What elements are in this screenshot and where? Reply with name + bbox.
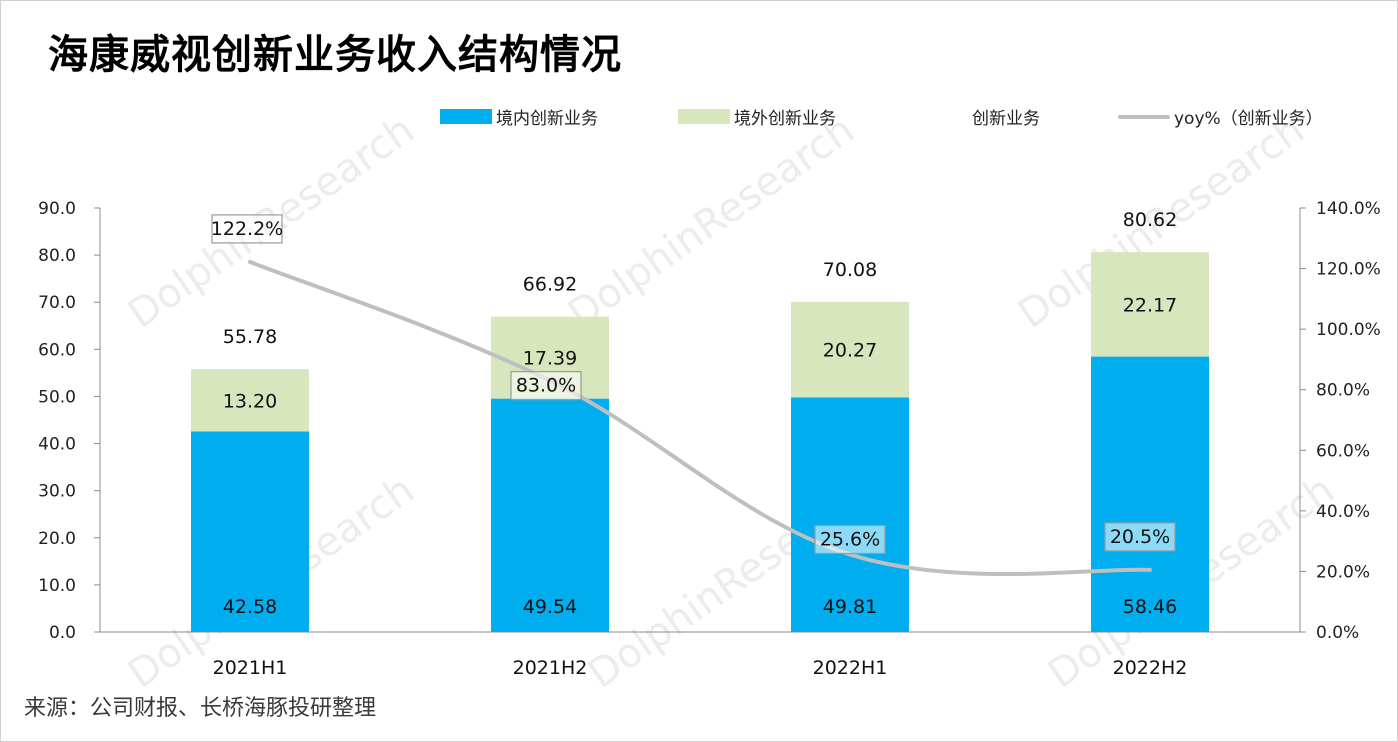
y-tick-label: 30.0 — [38, 482, 76, 502]
data-label-total: 55.78 — [223, 326, 277, 348]
yoy-label-box — [1104, 522, 1176, 552]
yoy-label: 83.0% — [516, 375, 576, 397]
y-tick-label: 20.0 — [38, 529, 76, 549]
data-label-domestic: 58.46 — [1123, 596, 1177, 618]
bar-domestic — [491, 398, 609, 632]
bar-domestic — [791, 397, 909, 632]
y2-tick-label: 80.0% — [1316, 381, 1370, 401]
source-note: 来源：公司财报、长桥海豚投研整理 — [24, 696, 377, 721]
y-tick-label: 50.0 — [38, 387, 76, 407]
legend-label-yoy: yoy%（创新业务） — [1174, 109, 1323, 129]
data-label-total: 66.92 — [523, 274, 577, 296]
y2-tick-label: 0.0% — [1316, 623, 1359, 643]
y2-tick-label: 40.0% — [1316, 502, 1370, 522]
yoy-label: 20.5% — [1110, 526, 1170, 548]
data-label-overseas: 22.17 — [1123, 294, 1177, 316]
data-label-total: 80.62 — [1123, 209, 1177, 231]
legend-item-domestic: 境内创新业务 — [440, 104, 598, 129]
y2-tick-label: 100.0% — [1316, 320, 1381, 340]
legend-item-yoy: yoy%（创新业务） — [1118, 104, 1323, 129]
legend-swatch-overseas — [678, 109, 730, 124]
yoy-label-box — [814, 524, 886, 555]
x-tick-label: 2022H1 — [813, 657, 888, 679]
chart-legend: 境内创新业务 境外创新业务 创新业务 yoy%（创新业务） — [0, 104, 1398, 132]
yoy-label-box — [510, 371, 582, 401]
x-tick-label: 2022H2 — [1113, 657, 1188, 679]
bar-overseas — [191, 369, 309, 432]
yoy-label: 122.2% — [211, 218, 283, 240]
y2-tick-label: 120.0% — [1316, 260, 1381, 280]
legend-label-total: 创新业务 — [972, 109, 1040, 129]
data-label-domestic: 49.81 — [823, 596, 877, 618]
data-label-overseas: 20.27 — [823, 340, 877, 362]
legend-item-total: 创新业务 — [972, 104, 1040, 129]
legend-label-domestic: 境内创新业务 — [496, 109, 598, 129]
data-label-domestic: 42.58 — [223, 596, 277, 618]
legend-label-overseas: 境外创新业务 — [734, 109, 836, 129]
y-tick-label: 90.0 — [38, 199, 76, 219]
legend-swatch-domestic — [440, 109, 492, 124]
y2-tick-label: 20.0% — [1316, 562, 1370, 582]
data-label-total: 70.08 — [823, 259, 877, 281]
y-tick-label: 10.0 — [38, 576, 76, 596]
yoy-line — [248, 259, 1152, 577]
x-tick-label: 2021H1 — [213, 657, 288, 679]
yoy-label: 25.6% — [820, 528, 880, 550]
bar-overseas — [1091, 252, 1209, 357]
y-tick-label: 80.0 — [38, 246, 76, 266]
bar-domestic — [1091, 356, 1209, 632]
chart-title: 海康威视创新业务收入结构情况 — [48, 32, 622, 78]
data-label-domestic: 49.54 — [523, 596, 577, 618]
yoy-label-box — [211, 214, 283, 244]
y-tick-label: 0.0 — [49, 623, 76, 643]
legend-item-overseas: 境外创新业务 — [678, 104, 836, 129]
bar-domestic — [191, 431, 309, 632]
y2-tick-label: 140.0% — [1316, 199, 1381, 219]
y-tick-label: 40.0 — [38, 435, 76, 455]
data-label-overseas: 17.39 — [523, 348, 577, 370]
y2-tick-label: 60.0% — [1316, 441, 1370, 461]
x-tick-label: 2021H2 — [513, 657, 588, 679]
y-tick-label: 60.0 — [38, 340, 76, 360]
bar-overseas — [791, 301, 909, 398]
data-label-overseas: 13.20 — [223, 390, 277, 412]
legend-swatch-yoy — [1118, 114, 1170, 119]
y-tick-label: 70.0 — [38, 293, 76, 313]
